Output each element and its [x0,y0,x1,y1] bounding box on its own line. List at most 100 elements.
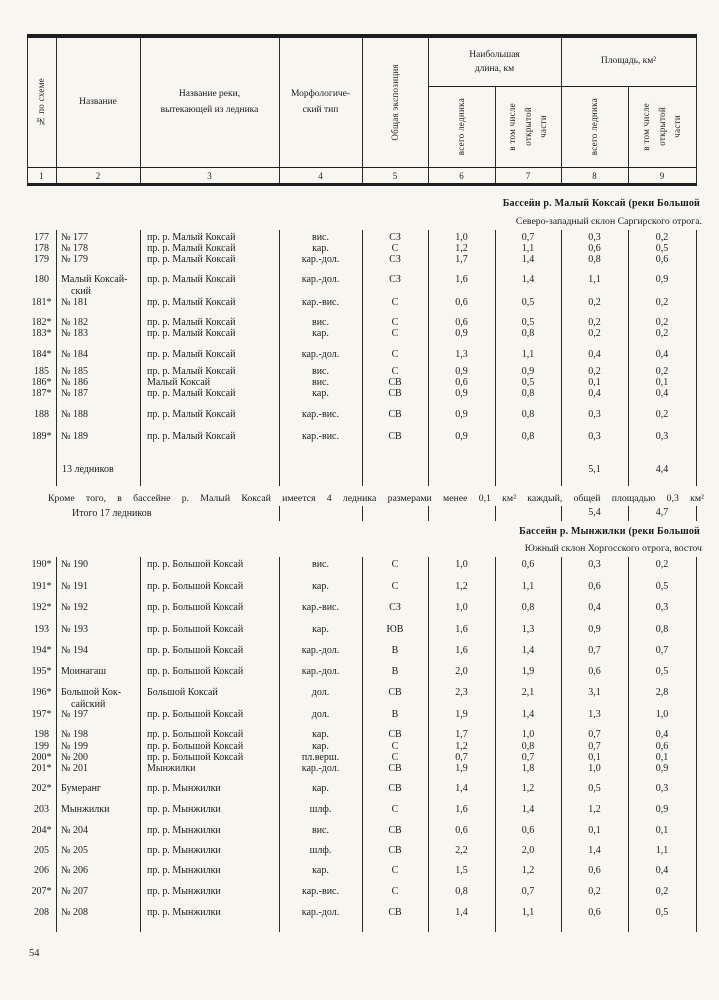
cell-area-total: 0,3 [588,232,601,243]
cell-glacier-name: № 192 [61,602,89,613]
cell-length-total: 0,8 [455,886,468,897]
cell-length-open: 1,8 [521,763,535,774]
cell-exposure: С [391,581,399,592]
cell-length-total: 1,9 [455,709,468,720]
cell-exposure: С [391,297,399,308]
cell-exposure: СВ [388,783,402,794]
cell-river-name: пр. р. Большой Коксай [147,752,244,763]
cell-area-total: 0,6 [588,865,601,876]
cell-length-total: 1,6 [455,274,468,285]
header-vline [628,168,629,183]
section-subtitle: Северо-западный склон Саргирского отрога… [515,216,702,227]
body-column-rule [628,230,629,486]
cell-morph-type: кар. [312,865,329,876]
cell-exposure: С [391,349,399,360]
cell-glacier-name: № 181 [61,297,89,308]
header-bottom-border [27,183,697,186]
cell-glacier-name: № 177 [61,232,89,243]
cell-length-total: 1,2 [455,581,468,592]
cell-morph-type: кар.-вис. [302,409,339,420]
cell-length-total: 0,9 [455,409,468,420]
section-subtitle: Южный склон Хоргосского отрога, восточ [524,543,702,554]
cell-river-name: пр. р. Мынжилки [147,804,221,815]
cell-morph-type: вис. [311,232,329,243]
cell-scheme-number: 207* [31,886,52,897]
header-vline [696,168,697,183]
cell-area-total: 0,7 [588,645,601,656]
cell-river-name: пр. р. Малый Коксай [147,388,236,399]
cell-scheme-number: 190* [31,559,52,570]
cell-glacier-name: Мынжилки [61,804,110,815]
cell-area-total: 3,1 [588,687,601,698]
cell-length-open: 0,8 [521,741,535,752]
header-vline [140,38,141,167]
cell-exposure: СЗ [389,254,401,265]
cell-scheme-number: 199 [34,741,49,752]
table-body-section-1: 177 № 177 пр. р. Малый Коксай вис. СЗ 1,0 0,7 0… [0,230,719,486]
header-vline [279,168,280,183]
body-column-rule [140,230,141,486]
cell-river-name: пр. р. Малый Коксай [147,317,236,328]
cell-area-open: 0,1 [655,825,669,836]
body-column-rule [279,557,280,932]
cell-river-name: Большой Коксай [147,687,218,698]
cell-river-name: пр. р. Большой Коксай [147,666,244,677]
cell-area-total: 0,9 [588,624,601,635]
cell-river-name: пр. р. Большой Коксай [147,729,244,740]
cell-length-open: 0,8 [521,602,535,613]
cell-length-total: 1,5 [455,865,468,876]
cell-length-open: 1,4 [521,804,535,815]
cell-length-total: 1,6 [455,804,468,815]
cell-river-name: Мынжилки [147,763,196,774]
cell-exposure: С [391,243,399,254]
cell-morph-type: пл.верш. [301,752,340,763]
column-header-label: Морфологиче-ский тип [290,89,351,115]
cell-scheme-number: 191* [31,581,52,592]
column-header-label: Общая экспозиция [389,64,400,141]
cell-river-name: пр. р. Большой Коксай [147,602,244,613]
cell-area-total: 0,2 [588,297,601,308]
cell-length-total: 1,4 [455,907,468,918]
column-header-name: Название [56,38,140,167]
cell-river-name: пр. р. Большой Коксай [147,645,244,656]
cell-area-total: 0,2 [588,328,601,339]
cell-exposure: В [391,645,399,656]
total-row-label: Итого 17 ледников [72,508,152,519]
cell-river-name: пр. р. Малый Коксай [147,243,236,254]
column-number: 1 [39,171,44,181]
cell-glacier-name: № 201 [61,763,89,774]
body-column-rule [362,230,363,486]
cell-length-total: 2,2 [455,845,468,856]
cell-area-total: 1,0 [588,763,601,774]
cell-scheme-number: 177 [34,232,49,243]
cell-area-total: 0,2 [588,317,601,328]
cell-glacier-name-line2: сайский [71,699,106,710]
cell-exposure: С [391,741,399,752]
cell-length-open: 1,4 [521,709,535,720]
section-title: Бассейн р. Малый Коксай (реки Большой [502,198,700,209]
header-vline [696,38,697,167]
total-row-vline [696,506,697,521]
cell-morph-type: кар.-вис. [302,886,339,897]
subheader-label: открытой [522,107,533,146]
cell-area-open: 0,8 [655,624,669,635]
cell-length-open: 0,8 [521,328,535,339]
cell-area-open: 0,9 [655,274,669,285]
cell-river-name: пр. р. Малый Коксай [147,297,236,308]
cell-river-name: пр. р. Малый Коксай [147,409,236,420]
cell-scheme-number: 180 [34,274,49,285]
header-vline [140,168,141,183]
cell-morph-type: кар.-дол. [301,349,340,360]
cell-area-total: 0,1 [588,377,601,388]
cell-exposure: С [391,366,399,377]
cell-morph-type: кар. [312,328,329,339]
cell-length-total: 1,0 [455,602,468,613]
cell-scheme-number: 179 [34,254,49,265]
cell-length-total: 2,0 [455,666,468,677]
cell-scheme-number: 185 [34,366,49,377]
cell-glacier-name: № 179 [61,254,89,265]
cell-length-total: 0,7 [455,752,468,763]
body-column-rule [428,230,429,486]
cell-scheme-number: 178 [34,243,49,254]
